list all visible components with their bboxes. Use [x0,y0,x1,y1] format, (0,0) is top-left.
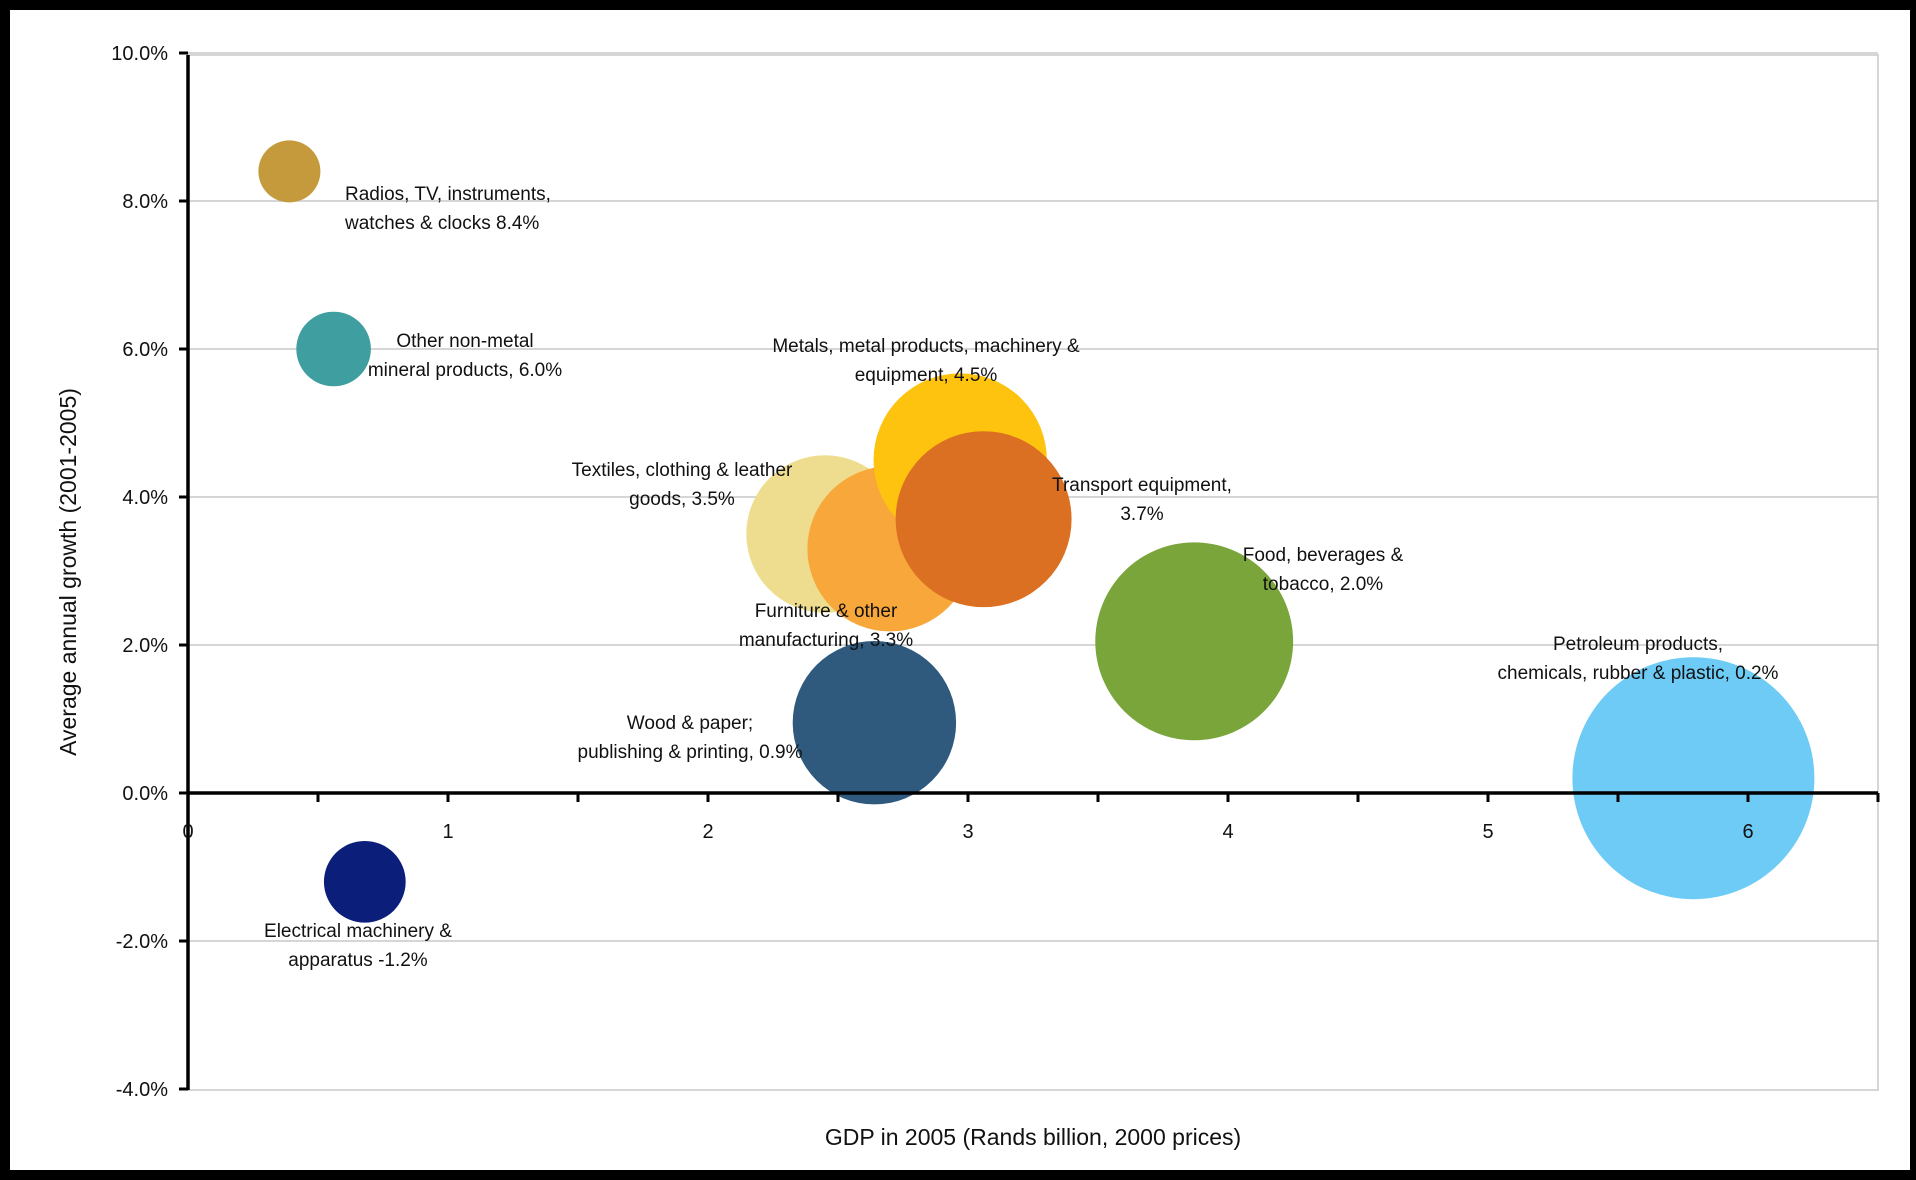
point-label-line: Wood & paper; [627,713,753,734]
point-labels: Radios, TV, instruments, watches & clocks… [264,184,1779,971]
point-label-textiles: Textiles, clothing & leather goods, 3.5% [572,460,793,510]
y-tick-label: 0.0% [122,783,168,805]
x-tick-label: 4 [1222,821,1233,843]
point-label-petroleum: Petroleum products, chemicals, rubber & p… [1498,634,1779,684]
x-tick-label: 1 [442,821,453,843]
point-label-line: Electrical machinery & [264,921,452,942]
y-tick-labels: -4.0% -2.0% 0.0% 2.0% 4.0% 6.0% 8.0% 10.0% [111,43,168,1101]
bubble-petroleum [1572,657,1815,900]
x-tick-label: 0 [182,821,193,843]
point-label-line: watches & clocks 8.4% [344,213,539,234]
point-label-line: mineral products, 6.0% [368,360,562,381]
point-label-nonmetal: Other non-metal mineral products, 6.0% [368,331,562,381]
x-tick-label: 2 [702,821,713,843]
y-tick-label: 10.0% [111,43,168,65]
bubbles [258,140,1815,923]
y-tick-label: -4.0% [116,1079,168,1101]
point-label-line: publishing & printing, 0.9% [578,742,803,763]
point-label-line: Radios, TV, instruments, [345,184,551,205]
x-tick-labels: 0 1 2 3 4 5 6 [182,821,1753,843]
point-label-metals: Metals, metal products, machinery & equip… [772,336,1080,386]
point-label-furniture: Furniture & other manufacturing, 3.3% [739,601,913,651]
point-label-radios: Radios, TV, instruments, watches & clocks… [344,184,551,234]
point-label-line: 3.7% [1120,504,1163,525]
point-label-wood: Wood & paper; publishing & printing, 0.9% [578,713,803,763]
point-label-line: Metals, metal products, machinery & [772,336,1080,357]
y-tick-label: 8.0% [122,191,168,213]
y-tick-label: -2.0% [116,931,168,953]
point-label-line: chemicals, rubber & plastic, 0.2% [1498,663,1779,684]
point-label-line: equipment, 4.5% [855,365,998,386]
point-label-line: apparatus -1.2% [288,950,428,971]
x-axis-title: GDP in 2005 (Rands billion, 2000 prices) [825,1124,1241,1150]
bubble-electrical [323,840,406,923]
point-label-line: Furniture & other [755,601,898,622]
axes [179,51,1880,1091]
point-label-line: goods, 3.5% [629,489,735,510]
y-axis-title: Average annual growth (2001-2005) [55,388,81,756]
point-label-line: Textiles, clothing & leather [572,460,793,481]
x-tick-label: 5 [1482,821,1493,843]
point-label-food: Food, beverages & tobacco, 2.0% [1243,545,1404,595]
point-label-line: Petroleum products, [1553,634,1723,655]
point-label-line: Transport equipment, [1052,475,1232,496]
point-label-line: manufacturing, 3.3% [739,630,913,651]
point-label-line: tobacco, 2.0% [1263,574,1384,595]
bubble-radios [258,140,321,203]
point-label-electrical: Electrical machinery & apparatus -1.2% [264,921,452,971]
x-tick-label: 3 [962,821,973,843]
point-label-line: Other non-metal [396,331,533,352]
bubble-nonmetal [296,311,371,387]
x-tick-label: 6 [1742,821,1753,843]
y-tick-label: 2.0% [122,635,168,657]
bubble-food [1095,542,1294,741]
y-tick-label: 6.0% [122,339,168,361]
bubble-wood [792,640,957,805]
point-label-line: Food, beverages & [1243,545,1404,566]
y-tick-label: 4.0% [122,487,168,509]
bubble-transport [895,431,1072,608]
point-label-transport: Transport equipment, 3.7% [1052,475,1232,525]
